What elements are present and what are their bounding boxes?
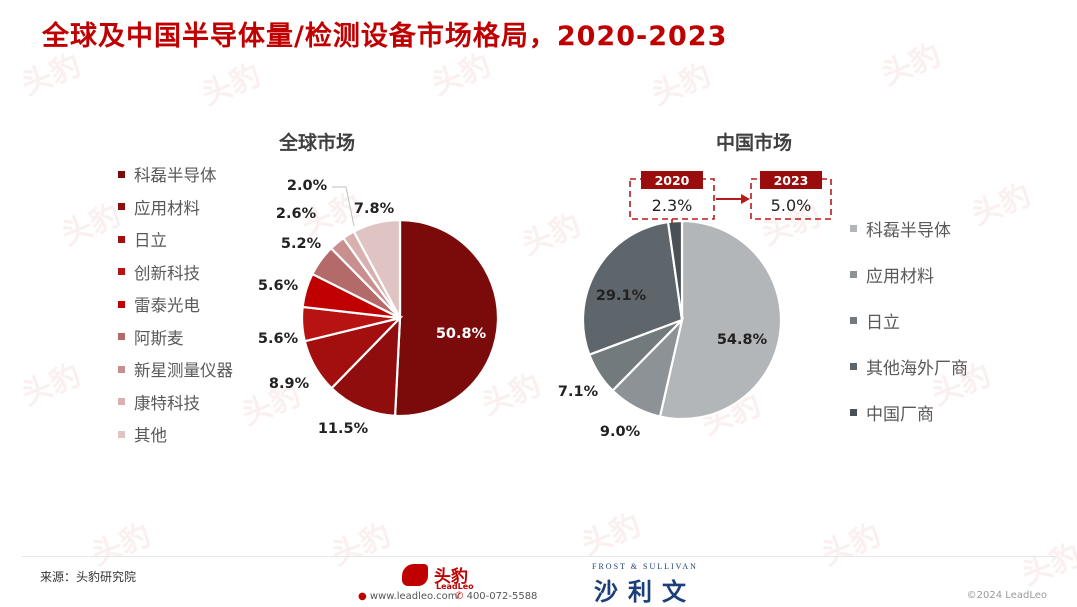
legend-label: 新星测量仪器 bbox=[134, 361, 233, 381]
legend-swatch bbox=[850, 270, 857, 278]
legend-label: 科磊半导体 bbox=[866, 220, 951, 241]
annotation-2023-year-tag bbox=[760, 171, 822, 189]
arrow-head-icon bbox=[741, 194, 750, 204]
global-legend-item: 科磊半导体 bbox=[118, 158, 233, 191]
legend-swatch bbox=[850, 408, 857, 416]
china-pie-slice bbox=[666, 219, 684, 321]
global-pie-data-label: 5.2% bbox=[281, 236, 322, 252]
china-legend-item: 日立 bbox=[850, 297, 968, 343]
phone-icon: ✆ bbox=[455, 591, 464, 602]
china-pie-slice bbox=[581, 220, 684, 357]
legend-label: 雷泰光电 bbox=[134, 296, 200, 316]
china-pie-data-label: 9.0% bbox=[600, 424, 641, 440]
legend-swatch bbox=[850, 316, 857, 324]
global-pie-data-label: 50.8% bbox=[436, 326, 487, 342]
legend-label: 应用材料 bbox=[866, 266, 934, 287]
global-legend-item: 康特科技 bbox=[118, 386, 233, 419]
global-legend: 科磊半导体应用材料日立创新科技雷泰光电阿斯麦新星测量仪器 康特科技其他 bbox=[118, 158, 233, 451]
china-pie-data-label: 7.1% bbox=[558, 384, 599, 400]
global-legend-item: 日立 bbox=[118, 223, 233, 256]
global-chart-title: 全球市场 bbox=[279, 132, 356, 154]
brand-cn: 头豹 bbox=[434, 567, 468, 587]
china-legend-item: 应用材料 bbox=[850, 251, 968, 297]
footer-divider bbox=[22, 556, 1055, 557]
phone-number: ✆ 400-072-5588 bbox=[455, 591, 538, 602]
legend-label: 阿斯麦 bbox=[134, 328, 184, 348]
legend-swatch bbox=[850, 224, 857, 232]
china-pie-slice bbox=[658, 219, 783, 421]
legend-swatch bbox=[850, 362, 857, 370]
legend-swatch bbox=[118, 398, 125, 406]
global-legend-item: 其他 bbox=[118, 418, 233, 451]
legend-swatch bbox=[118, 268, 125, 276]
global-pie-slice bbox=[330, 315, 402, 418]
legend-label: 创新科技 bbox=[134, 263, 200, 283]
china-legend-item: 其他海外厂商 bbox=[850, 343, 968, 389]
annotation-2020-year: 2020 bbox=[655, 173, 690, 188]
global-pie-slice bbox=[393, 218, 500, 418]
global-pie-data-label: 5.6% bbox=[258, 331, 299, 347]
legend-swatch bbox=[118, 333, 125, 341]
global-legend-item: 阿斯麦 bbox=[118, 321, 233, 354]
legend-swatch bbox=[118, 430, 125, 438]
annotation-2020-value: 2.3% bbox=[652, 196, 693, 215]
legend-label: 其他海外厂商 bbox=[866, 358, 968, 379]
global-pie-data-label: 8.9% bbox=[269, 376, 310, 392]
global-pie: 50.8% 11.5% 8.9% 5.6% 5.6% 5.2% 2.6% 2.0% 7.8% bbox=[258, 178, 500, 437]
china-legend-item: 中国厂商 bbox=[850, 389, 968, 435]
annotation-2020-year-tag bbox=[641, 171, 703, 189]
leader-line bbox=[332, 186, 355, 227]
legend-label: 应用材料 bbox=[134, 198, 200, 218]
legend-label: 日立 bbox=[134, 231, 167, 251]
legend-label: 康特科技 bbox=[134, 393, 200, 413]
annotation-2023-year: 2023 bbox=[774, 173, 809, 188]
website-link[interactable]: ● www.leadleo.com bbox=[358, 591, 458, 602]
frost-sullivan-logo: FROST & SULLIVAN 沙利文 bbox=[570, 562, 720, 606]
china-pie-data-label: 54.8% bbox=[717, 332, 768, 348]
legend-label: 其他 bbox=[134, 426, 167, 446]
global-pie-data-label: 2.0% bbox=[287, 178, 328, 194]
legend-swatch bbox=[118, 203, 125, 211]
global-pie-data-label: 11.5% bbox=[318, 421, 369, 437]
legend-swatch bbox=[118, 365, 125, 373]
legend-label: 中国厂商 bbox=[866, 404, 934, 425]
brand-en: LeadLeo bbox=[436, 582, 474, 591]
china-pie-data-label: 29.1% bbox=[596, 288, 647, 304]
leopard-icon bbox=[402, 564, 428, 586]
china-annotation: 2020 2.3% 2023 5.0% bbox=[629, 171, 832, 226]
china-chart-title: 中国市场 bbox=[716, 132, 793, 154]
annotation-2023-value: 5.0% bbox=[771, 196, 812, 215]
china-pie: 54.8% 9.0% 7.1% 29.1% bbox=[558, 219, 783, 440]
web-icon: ● bbox=[358, 591, 367, 602]
legend-swatch bbox=[118, 300, 125, 308]
leadleo-logo: 头豹 LeadLeo bbox=[400, 562, 520, 591]
legend-swatch bbox=[118, 170, 125, 178]
page-title: 全球及中国半导体量/检测设备市场格局，2020-2023 bbox=[42, 21, 728, 52]
copyright: ©2024 LeadLeo bbox=[966, 590, 1047, 601]
global-pie-slice bbox=[352, 218, 402, 319]
global-legend-item: 创新科技 bbox=[118, 256, 233, 289]
global-legend-item: 新星测量仪器 bbox=[118, 353, 233, 386]
global-pie-data-label: 2.6% bbox=[276, 206, 317, 222]
global-legend-item: 雷泰光电 bbox=[118, 288, 233, 321]
partner-cn: 沙利文 bbox=[594, 578, 696, 606]
global-pie-data-label: 5.6% bbox=[258, 278, 299, 294]
global-pie-data-label: 7.8% bbox=[354, 201, 395, 217]
global-legend-item: 应用材料 bbox=[118, 191, 233, 224]
legend-label: 日立 bbox=[866, 312, 900, 333]
partner-en: FROST & SULLIVAN bbox=[592, 562, 698, 571]
legend-label: 科磊半导体 bbox=[134, 166, 217, 186]
china-legend: 科磊半导体应用材料日立其他海外厂商 中国厂商 bbox=[850, 205, 968, 435]
legend-swatch bbox=[118, 235, 125, 243]
source-note: 来源：头豹研究院 bbox=[40, 570, 137, 584]
china-legend-item: 科磊半导体 bbox=[850, 205, 968, 251]
